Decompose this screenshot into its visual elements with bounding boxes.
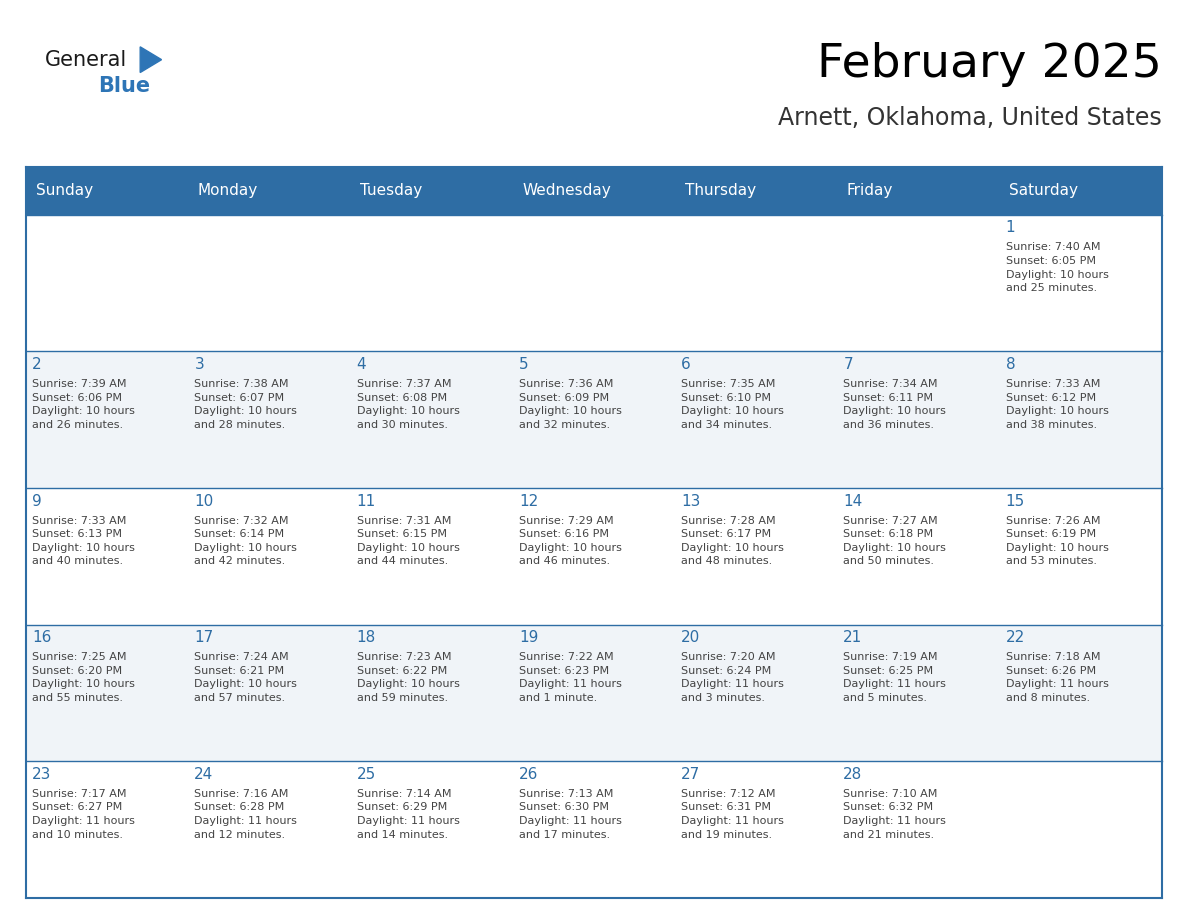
Text: Sunrise: 7:33 AM
Sunset: 6:13 PM
Daylight: 10 hours
and 40 minutes.: Sunrise: 7:33 AM Sunset: 6:13 PM Dayligh… [32, 516, 135, 566]
Text: Sunrise: 7:29 AM
Sunset: 6:16 PM
Daylight: 10 hours
and 46 minutes.: Sunrise: 7:29 AM Sunset: 6:16 PM Dayligh… [519, 516, 621, 566]
Text: Blue: Blue [99, 76, 151, 96]
Text: Sunrise: 7:20 AM
Sunset: 6:24 PM
Daylight: 11 hours
and 3 minutes.: Sunrise: 7:20 AM Sunset: 6:24 PM Dayligh… [681, 652, 784, 703]
Text: Sunrise: 7:17 AM
Sunset: 6:27 PM
Daylight: 11 hours
and 10 minutes.: Sunrise: 7:17 AM Sunset: 6:27 PM Dayligh… [32, 789, 135, 840]
Text: Sunrise: 7:26 AM
Sunset: 6:19 PM
Daylight: 10 hours
and 53 minutes.: Sunrise: 7:26 AM Sunset: 6:19 PM Dayligh… [1005, 516, 1108, 566]
Text: Sunrise: 7:40 AM
Sunset: 6:05 PM
Daylight: 10 hours
and 25 minutes.: Sunrise: 7:40 AM Sunset: 6:05 PM Dayligh… [1005, 242, 1108, 293]
Text: Sunrise: 7:13 AM
Sunset: 6:30 PM
Daylight: 11 hours
and 17 minutes.: Sunrise: 7:13 AM Sunset: 6:30 PM Dayligh… [519, 789, 621, 840]
Text: Sunrise: 7:36 AM
Sunset: 6:09 PM
Daylight: 10 hours
and 32 minutes.: Sunrise: 7:36 AM Sunset: 6:09 PM Dayligh… [519, 379, 621, 430]
Text: 24: 24 [195, 767, 214, 782]
Text: 6: 6 [681, 357, 690, 372]
Text: Sunrise: 7:19 AM
Sunset: 6:25 PM
Daylight: 11 hours
and 5 minutes.: Sunrise: 7:19 AM Sunset: 6:25 PM Dayligh… [843, 652, 946, 703]
Bar [26, 215, 1162, 352]
Text: 16: 16 [32, 630, 51, 645]
Text: 13: 13 [681, 494, 701, 509]
Text: 18: 18 [356, 630, 375, 645]
Text: 14: 14 [843, 494, 862, 509]
Text: Sunday: Sunday [36, 184, 93, 198]
Text: Sunrise: 7:25 AM
Sunset: 6:20 PM
Daylight: 10 hours
and 55 minutes.: Sunrise: 7:25 AM Sunset: 6:20 PM Dayligh… [32, 652, 135, 703]
Text: Monday: Monday [198, 184, 258, 198]
Text: Tuesday: Tuesday [360, 184, 423, 198]
Text: Wednesday: Wednesday [523, 184, 611, 198]
Text: 9: 9 [32, 494, 42, 509]
Text: Saturday: Saturday [1009, 184, 1079, 198]
Text: 8: 8 [1005, 357, 1016, 372]
Bar [26, 761, 1162, 898]
Text: 26: 26 [519, 767, 538, 782]
Text: 20: 20 [681, 630, 700, 645]
Text: 23: 23 [32, 767, 51, 782]
Bar [26, 167, 1162, 215]
Text: Arnett, Oklahoma, United States: Arnett, Oklahoma, United States [778, 106, 1162, 129]
Text: February 2025: February 2025 [817, 41, 1162, 87]
Text: Sunrise: 7:27 AM
Sunset: 6:18 PM
Daylight: 10 hours
and 50 minutes.: Sunrise: 7:27 AM Sunset: 6:18 PM Dayligh… [843, 516, 946, 566]
Text: Sunrise: 7:33 AM
Sunset: 6:12 PM
Daylight: 10 hours
and 38 minutes.: Sunrise: 7:33 AM Sunset: 6:12 PM Dayligh… [1005, 379, 1108, 430]
Text: 4: 4 [356, 357, 366, 372]
Text: 15: 15 [1005, 494, 1025, 509]
Text: General: General [45, 50, 127, 70]
Text: Sunrise: 7:24 AM
Sunset: 6:21 PM
Daylight: 10 hours
and 57 minutes.: Sunrise: 7:24 AM Sunset: 6:21 PM Dayligh… [195, 652, 297, 703]
Text: 3: 3 [195, 357, 204, 372]
Text: Sunrise: 7:37 AM
Sunset: 6:08 PM
Daylight: 10 hours
and 30 minutes.: Sunrise: 7:37 AM Sunset: 6:08 PM Dayligh… [356, 379, 460, 430]
Text: Sunrise: 7:22 AM
Sunset: 6:23 PM
Daylight: 11 hours
and 1 minute.: Sunrise: 7:22 AM Sunset: 6:23 PM Dayligh… [519, 652, 621, 703]
Text: 5: 5 [519, 357, 529, 372]
Text: Sunrise: 7:32 AM
Sunset: 6:14 PM
Daylight: 10 hours
and 42 minutes.: Sunrise: 7:32 AM Sunset: 6:14 PM Dayligh… [195, 516, 297, 566]
Text: 12: 12 [519, 494, 538, 509]
Text: Sunrise: 7:16 AM
Sunset: 6:28 PM
Daylight: 11 hours
and 12 minutes.: Sunrise: 7:16 AM Sunset: 6:28 PM Dayligh… [195, 789, 297, 840]
Text: 2: 2 [32, 357, 42, 372]
Text: 25: 25 [356, 767, 375, 782]
Text: 21: 21 [843, 630, 862, 645]
Text: Friday: Friday [847, 184, 893, 198]
Bar [26, 488, 1162, 624]
Text: Sunrise: 7:28 AM
Sunset: 6:17 PM
Daylight: 10 hours
and 48 minutes.: Sunrise: 7:28 AM Sunset: 6:17 PM Dayligh… [681, 516, 784, 566]
Text: 11: 11 [356, 494, 375, 509]
Text: Sunrise: 7:39 AM
Sunset: 6:06 PM
Daylight: 10 hours
and 26 minutes.: Sunrise: 7:39 AM Sunset: 6:06 PM Dayligh… [32, 379, 135, 430]
Text: Sunrise: 7:10 AM
Sunset: 6:32 PM
Daylight: 11 hours
and 21 minutes.: Sunrise: 7:10 AM Sunset: 6:32 PM Dayligh… [843, 789, 946, 840]
Text: Sunrise: 7:34 AM
Sunset: 6:11 PM
Daylight: 10 hours
and 36 minutes.: Sunrise: 7:34 AM Sunset: 6:11 PM Dayligh… [843, 379, 946, 430]
Text: 19: 19 [519, 630, 538, 645]
Text: Sunrise: 7:31 AM
Sunset: 6:15 PM
Daylight: 10 hours
and 44 minutes.: Sunrise: 7:31 AM Sunset: 6:15 PM Dayligh… [356, 516, 460, 566]
Text: 1: 1 [1005, 220, 1016, 235]
Text: 7: 7 [843, 357, 853, 372]
Text: Sunrise: 7:18 AM
Sunset: 6:26 PM
Daylight: 11 hours
and 8 minutes.: Sunrise: 7:18 AM Sunset: 6:26 PM Dayligh… [1005, 652, 1108, 703]
Text: Sunrise: 7:35 AM
Sunset: 6:10 PM
Daylight: 10 hours
and 34 minutes.: Sunrise: 7:35 AM Sunset: 6:10 PM Dayligh… [681, 379, 784, 430]
Text: 10: 10 [195, 494, 214, 509]
Text: Sunrise: 7:14 AM
Sunset: 6:29 PM
Daylight: 11 hours
and 14 minutes.: Sunrise: 7:14 AM Sunset: 6:29 PM Dayligh… [356, 789, 460, 840]
Polygon shape [140, 47, 162, 73]
Text: Sunrise: 7:12 AM
Sunset: 6:31 PM
Daylight: 11 hours
and 19 minutes.: Sunrise: 7:12 AM Sunset: 6:31 PM Dayligh… [681, 789, 784, 840]
Text: Thursday: Thursday [684, 184, 756, 198]
Text: 28: 28 [843, 767, 862, 782]
Text: Sunrise: 7:38 AM
Sunset: 6:07 PM
Daylight: 10 hours
and 28 minutes.: Sunrise: 7:38 AM Sunset: 6:07 PM Dayligh… [195, 379, 297, 430]
Text: 27: 27 [681, 767, 700, 782]
Text: 17: 17 [195, 630, 214, 645]
Text: Sunrise: 7:23 AM
Sunset: 6:22 PM
Daylight: 10 hours
and 59 minutes.: Sunrise: 7:23 AM Sunset: 6:22 PM Dayligh… [356, 652, 460, 703]
Bar [26, 352, 1162, 488]
Bar [26, 624, 1162, 761]
Text: 22: 22 [1005, 630, 1025, 645]
